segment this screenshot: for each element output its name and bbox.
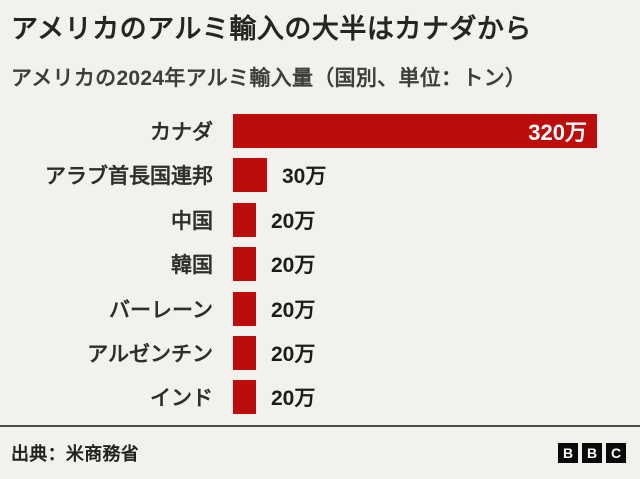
chart-rows: カナダ 320万 アラブ首長国連邦 30万 中国 20万 韓国 20万 バーレーン 20万 アルゼン… [0,109,640,420]
bar-value: 30万 [282,165,327,189]
chart-row: 韓国 20万 [0,242,640,286]
bar [233,247,256,282]
bar-area: 20万 [233,380,640,415]
bar-label: 中国 [171,209,213,233]
chart-footer: 出典：米商務省 B B C [0,425,640,479]
footer-divider [0,425,640,427]
bar-area: 20万 [233,247,640,282]
bar-chart: カナダ 320万 アラブ首長国連邦 30万 中国 20万 韓国 20万 バーレーン 20万 アルゼン… [0,109,640,420]
source-text: 出典：米商務省 [11,444,140,464]
bar-area: 30万 [233,158,640,193]
bar-value: 20万 [271,209,316,233]
bar [233,202,256,237]
bar-value: 20万 [271,298,316,322]
bbc-logo-block: B [582,443,602,463]
bar-label: 韓国 [171,254,213,278]
chart-row: 中国 20万 [0,198,640,242]
chart-row: アルゼンチン 20万 [0,331,640,375]
bar-label: バーレーン [109,298,213,322]
chart-row: アラブ首長国連邦 30万 [0,153,640,197]
bbc-logo-block: C [606,443,626,463]
bar: 320万 [233,113,597,148]
chart-row: インド 20万 [0,375,640,419]
bar-value: 20万 [271,342,316,366]
chart-row: バーレーン 20万 [0,286,640,330]
bar [233,158,267,193]
chart-title: アメリカのアルミ輸入の大半はカナダから [11,14,532,44]
bar-area: 320万 [233,113,640,148]
chart-subtitle: アメリカの2024年アルミ輸入量（国別、単位：トン） [11,66,527,90]
bar-label: インド [150,387,213,411]
bar-value: 20万 [271,254,316,278]
bar [233,335,256,370]
bar-value: 320万 [528,119,587,145]
bbc-logo: B B C [558,443,626,463]
chart-row: カナダ 320万 [0,109,640,153]
bar [233,380,256,415]
bbc-logo-block: B [558,443,578,463]
bar-label: アルゼンチン [87,342,213,366]
bar-label: アラブ首長国連邦 [45,165,213,189]
footer-row: 出典：米商務省 B B C [0,427,640,479]
bar-value: 20万 [271,387,316,411]
bar-area: 20万 [233,202,640,237]
bar-label: カナダ [150,120,213,144]
bar-area: 20万 [233,335,640,370]
bar [233,291,256,326]
chart-header: アメリカのアルミ輸入の大半はカナダから アメリカの2024年アルミ輸入量（国別、… [0,0,640,92]
bar-area: 20万 [233,291,640,326]
